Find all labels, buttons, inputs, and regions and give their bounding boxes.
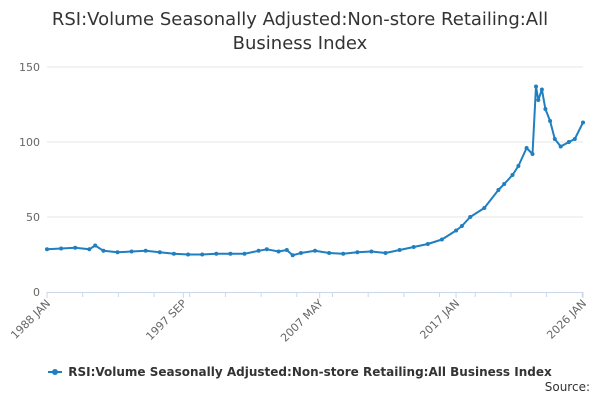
legend-label: RSI:Volume Seasonally Adjusted:Non-store… bbox=[68, 365, 552, 379]
data-point bbox=[214, 251, 219, 256]
chart-title: RSI:Volume Seasonally Adjusted:Non-store… bbox=[51, 9, 549, 54]
y-tick-label: 50 bbox=[26, 211, 40, 224]
data-point bbox=[510, 173, 515, 177]
data-point bbox=[171, 251, 176, 256]
data-point bbox=[369, 249, 374, 254]
y-tick-label: 0 bbox=[33, 286, 40, 299]
data-point bbox=[45, 247, 49, 252]
x-tick-label: 2026 JAN bbox=[544, 297, 589, 342]
data-point bbox=[256, 248, 261, 253]
legend-line-marker-icon bbox=[48, 367, 63, 377]
data-point bbox=[572, 137, 577, 141]
data-point bbox=[228, 251, 233, 256]
data-point bbox=[468, 215, 473, 219]
data-point bbox=[459, 224, 464, 228]
data-point bbox=[581, 120, 585, 125]
legend[interactable]: RSI:Volume Seasonally Adjusted:Non-store… bbox=[0, 365, 600, 380]
data-point bbox=[383, 251, 388, 255]
x-tick-label: 2017 JAN bbox=[417, 297, 462, 342]
axis-layer: 0 50 100 150 1988 JAN 1997 SEP 2007 MAY 2017 JA… bbox=[8, 61, 589, 345]
data-point bbox=[264, 247, 269, 252]
data-point bbox=[536, 98, 541, 102]
data-point bbox=[543, 107, 548, 111]
data-point bbox=[313, 248, 317, 253]
data-point bbox=[482, 206, 487, 210]
legend-item[interactable]: RSI:Volume Seasonally Adjusted:Non-store… bbox=[48, 365, 552, 379]
data-point bbox=[327, 251, 332, 255]
data-point bbox=[101, 248, 106, 253]
data-point bbox=[454, 228, 459, 233]
data-point bbox=[157, 250, 162, 255]
data-point bbox=[115, 250, 120, 255]
data-point bbox=[341, 251, 346, 256]
data-point bbox=[524, 146, 529, 150]
data-point bbox=[129, 249, 134, 254]
grid-layer bbox=[47, 66, 583, 218]
y-tick-label: 100 bbox=[19, 136, 40, 149]
data-point bbox=[530, 152, 535, 156]
data-point bbox=[539, 87, 544, 92]
data-point bbox=[425, 242, 430, 246]
data-point bbox=[200, 252, 205, 257]
data-point bbox=[298, 251, 303, 255]
data-point bbox=[411, 245, 416, 249]
series-line bbox=[46, 85, 584, 257]
data-point bbox=[186, 252, 191, 257]
data-point bbox=[558, 144, 563, 149]
data-point bbox=[502, 182, 507, 186]
x-tick-label: 2007 MAY bbox=[278, 297, 326, 345]
data-point bbox=[552, 137, 557, 141]
data-point bbox=[242, 251, 247, 256]
data-point bbox=[397, 248, 402, 252]
data-point bbox=[59, 246, 64, 251]
data-point bbox=[496, 188, 501, 192]
data-point bbox=[284, 248, 289, 252]
x-tick-label: 1997 SEP bbox=[143, 297, 189, 343]
source-label: Source: bbox=[544, 380, 590, 394]
data-point bbox=[548, 119, 553, 123]
series-layer bbox=[45, 84, 585, 258]
data-point bbox=[93, 243, 98, 248]
data-point bbox=[143, 248, 148, 253]
data-point bbox=[566, 140, 571, 144]
data-point bbox=[439, 237, 444, 242]
data-point bbox=[276, 249, 281, 254]
data-point bbox=[290, 253, 295, 258]
y-tick-label: 150 bbox=[19, 61, 40, 74]
x-tick-label: 1988 JAN bbox=[8, 297, 53, 342]
data-point bbox=[87, 247, 92, 252]
data-point bbox=[73, 245, 78, 250]
data-point bbox=[516, 164, 521, 168]
data-point bbox=[355, 250, 360, 255]
data-point bbox=[534, 84, 538, 89]
